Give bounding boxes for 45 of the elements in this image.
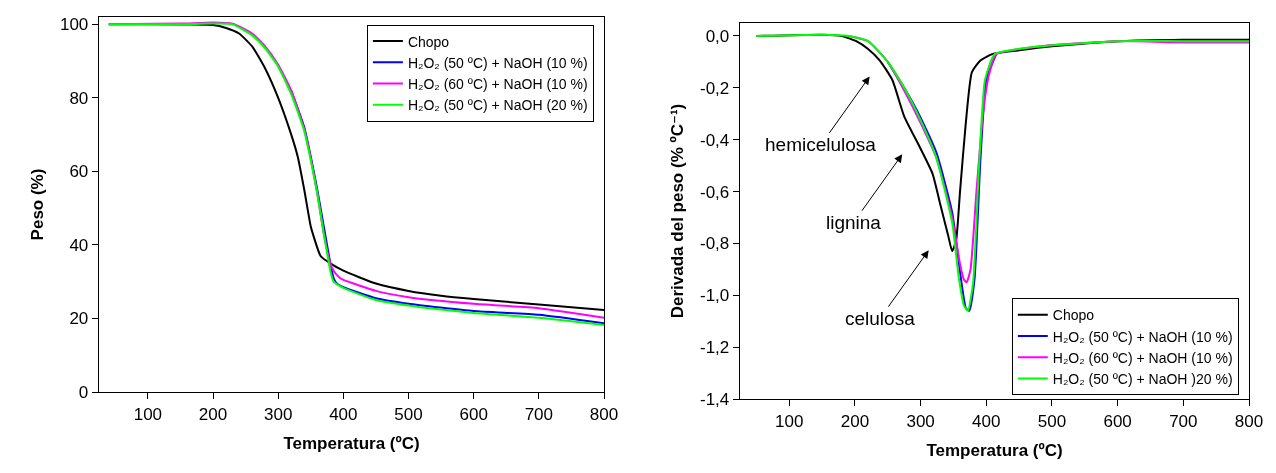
annotation: hemicelulosa — [765, 134, 877, 155]
y-tick-label: -0,4 — [700, 130, 730, 150]
legend-label: H₂O₂ (50 ºC) + NaOH (20 %) — [407, 97, 588, 114]
y-axis-title: Peso (%) — [27, 168, 47, 241]
x-tick-label: 700 — [1169, 411, 1198, 431]
x-tick-label: 100 — [133, 404, 163, 424]
y-tick-label: 0 — [78, 382, 89, 402]
legend-label: H₂O₂ (50 ºC) + NaOH )20 %) — [1052, 370, 1233, 387]
y-tick-label: 100 — [59, 15, 89, 35]
y-tick-label: 40 — [69, 235, 89, 255]
x-tick-label: 500 — [1037, 411, 1067, 431]
y-tick-label: 0,0 — [705, 26, 730, 46]
x-tick-label: 200 — [198, 404, 228, 424]
x-tick-label: 400 — [329, 404, 358, 424]
y-tick-label: -0,2 — [700, 78, 730, 98]
x-tick-label: 800 — [589, 404, 619, 424]
legend-label: H₂O₂ (60 ºC) + NaOH (10 %) — [407, 75, 588, 92]
legend-label: H₂O₂ (50 ºC) + NaOH (10 %) — [1052, 328, 1233, 345]
x-tick-label: 400 — [972, 411, 1001, 431]
x-tick-label: 300 — [906, 411, 935, 431]
y-tick-label: 60 — [69, 162, 89, 182]
legend-label: H₂O₂ (50 ºC) + NaOH (10 %) — [407, 54, 588, 71]
y-tick-label: -0,6 — [700, 182, 730, 202]
legend-label: H₂O₂ (60 ºC) + NaOH (10 %) — [1052, 349, 1233, 366]
y-tick-label: -1,0 — [700, 286, 730, 306]
y-tick-label: -1,4 — [700, 389, 730, 409]
x-tick-label: 100 — [775, 411, 804, 431]
annotation: celulosa — [845, 308, 916, 329]
y-tick-label: 80 — [69, 88, 89, 108]
x-tick-label: 700 — [524, 404, 554, 424]
x-tick-label: 600 — [1103, 411, 1132, 431]
y-tick-label: -1,2 — [700, 338, 730, 358]
x-tick-label: 600 — [459, 404, 488, 424]
legend-label: Chopo — [1052, 307, 1095, 324]
x-axis-title: Temperatura (ºC) — [926, 440, 1063, 460]
legend-label: Chopo — [407, 33, 450, 50]
x-tick-label: 200 — [840, 411, 870, 431]
y-tick-label: -0,8 — [700, 234, 730, 254]
x-tick-label: 500 — [394, 404, 423, 424]
y-tick-label: 20 — [69, 309, 89, 329]
x-axis-title: Temperatura (ºC) — [283, 433, 420, 453]
y-axis-title: Derivada del peso (% ºC⁻¹) — [667, 103, 687, 319]
x-tick-label: 800 — [1234, 411, 1264, 431]
annotation: lignina — [826, 212, 882, 233]
x-tick-label: 300 — [264, 404, 293, 424]
